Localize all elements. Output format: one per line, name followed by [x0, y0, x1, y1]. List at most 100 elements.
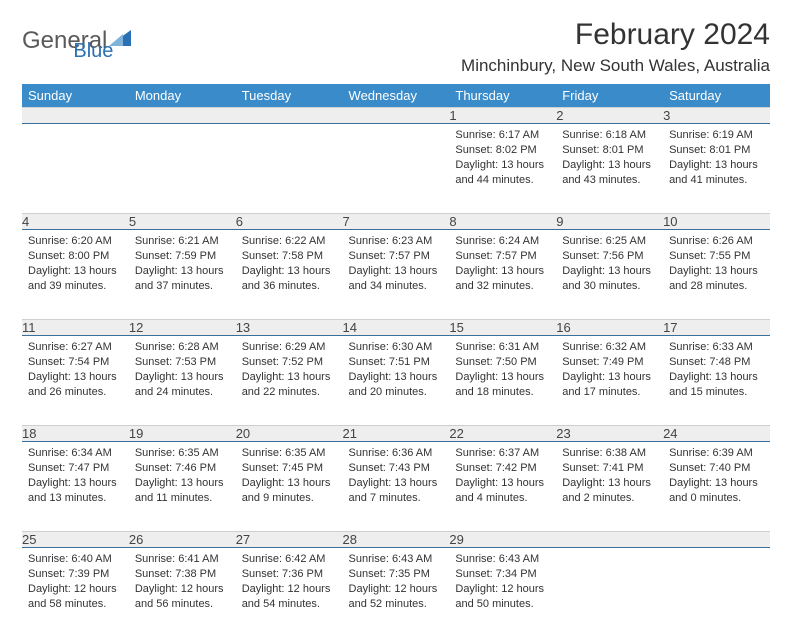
- day-content: Sunrise: 6:35 AMSunset: 7:46 PMDaylight:…: [129, 442, 236, 513]
- sunset: Sunset: 7:50 PM: [455, 355, 550, 370]
- day-number: 5: [129, 214, 236, 230]
- weekday-header: Tuesday: [236, 84, 343, 108]
- day-number: 8: [449, 214, 556, 230]
- day-number: 13: [236, 320, 343, 336]
- sunrise: Sunrise: 6:34 AM: [28, 446, 123, 461]
- day-cell: Sunrise: 6:38 AMSunset: 7:41 PMDaylight:…: [556, 442, 663, 532]
- daylight-line2: and 22 minutes.: [242, 385, 337, 400]
- sunset: Sunset: 8:01 PM: [562, 143, 657, 158]
- day-number: 20: [236, 426, 343, 442]
- day-number: [129, 108, 236, 124]
- sunset: Sunset: 7:49 PM: [562, 355, 657, 370]
- daylight-line1: Daylight: 13 hours: [562, 476, 657, 491]
- daylight-line2: and 52 minutes.: [349, 597, 444, 612]
- sunset: Sunset: 7:51 PM: [349, 355, 444, 370]
- day-number: 19: [129, 426, 236, 442]
- daylight-line1: Daylight: 13 hours: [562, 370, 657, 385]
- daylight-line2: and 34 minutes.: [349, 279, 444, 294]
- day-number: [556, 532, 663, 548]
- day-content: Sunrise: 6:18 AMSunset: 8:01 PMDaylight:…: [556, 124, 663, 195]
- header: General Blue February 2024 Minchinbury, …: [22, 18, 770, 76]
- daylight-line1: Daylight: 12 hours: [349, 582, 444, 597]
- day-number: 24: [663, 426, 770, 442]
- sunrise: Sunrise: 6:18 AM: [562, 128, 657, 143]
- day-content: Sunrise: 6:42 AMSunset: 7:36 PMDaylight:…: [236, 548, 343, 619]
- day-cell: Sunrise: 6:26 AMSunset: 7:55 PMDaylight:…: [663, 230, 770, 320]
- daylight-line2: and 2 minutes.: [562, 491, 657, 506]
- day-number: 11: [22, 320, 129, 336]
- daylight-line2: and 30 minutes.: [562, 279, 657, 294]
- day-content: Sunrise: 6:24 AMSunset: 7:57 PMDaylight:…: [449, 230, 556, 301]
- day-cell: Sunrise: 6:40 AMSunset: 7:39 PMDaylight:…: [22, 548, 129, 638]
- day-row: Sunrise: 6:40 AMSunset: 7:39 PMDaylight:…: [22, 548, 770, 638]
- month-title: February 2024: [461, 18, 770, 52]
- day-cell: Sunrise: 6:33 AMSunset: 7:48 PMDaylight:…: [663, 336, 770, 426]
- sunrise: Sunrise: 6:20 AM: [28, 234, 123, 249]
- sunrise: Sunrise: 6:43 AM: [455, 552, 550, 567]
- sunset: Sunset: 7:46 PM: [135, 461, 230, 476]
- day-cell: [556, 548, 663, 638]
- sunset: Sunset: 7:57 PM: [349, 249, 444, 264]
- daylight-line2: and 32 minutes.: [455, 279, 550, 294]
- day-cell: Sunrise: 6:24 AMSunset: 7:57 PMDaylight:…: [449, 230, 556, 320]
- sunrise: Sunrise: 6:43 AM: [349, 552, 444, 567]
- sunset: Sunset: 8:02 PM: [455, 143, 550, 158]
- day-cell: Sunrise: 6:21 AMSunset: 7:59 PMDaylight:…: [129, 230, 236, 320]
- day-cell: Sunrise: 6:34 AMSunset: 7:47 PMDaylight:…: [22, 442, 129, 532]
- sunrise: Sunrise: 6:35 AM: [135, 446, 230, 461]
- day-cell: Sunrise: 6:30 AMSunset: 7:51 PMDaylight:…: [343, 336, 450, 426]
- daylight-line2: and 39 minutes.: [28, 279, 123, 294]
- weekday-row: SundayMondayTuesdayWednesdayThursdayFrid…: [22, 84, 770, 108]
- daylight-line2: and 37 minutes.: [135, 279, 230, 294]
- daylight-line1: Daylight: 12 hours: [28, 582, 123, 597]
- day-content: Sunrise: 6:39 AMSunset: 7:40 PMDaylight:…: [663, 442, 770, 513]
- day-cell: Sunrise: 6:43 AMSunset: 7:35 PMDaylight:…: [343, 548, 450, 638]
- daylight-line1: Daylight: 12 hours: [242, 582, 337, 597]
- daylight-line2: and 15 minutes.: [669, 385, 764, 400]
- day-cell: Sunrise: 6:43 AMSunset: 7:34 PMDaylight:…: [449, 548, 556, 638]
- calendar-body: 123Sunrise: 6:17 AMSunset: 8:02 PMDaylig…: [22, 108, 770, 638]
- logo-text-blue: Blue: [73, 40, 113, 63]
- day-content: Sunrise: 6:21 AMSunset: 7:59 PMDaylight:…: [129, 230, 236, 301]
- day-content: Sunrise: 6:28 AMSunset: 7:53 PMDaylight:…: [129, 336, 236, 407]
- calendar-head: SundayMondayTuesdayWednesdayThursdayFrid…: [22, 84, 770, 108]
- daylight-line2: and 28 minutes.: [669, 279, 764, 294]
- daylight-line1: Daylight: 13 hours: [135, 476, 230, 491]
- day-cell: Sunrise: 6:36 AMSunset: 7:43 PMDaylight:…: [343, 442, 450, 532]
- day-cell: Sunrise: 6:31 AMSunset: 7:50 PMDaylight:…: [449, 336, 556, 426]
- sunset: Sunset: 7:34 PM: [455, 567, 550, 582]
- daylight-line1: Daylight: 12 hours: [135, 582, 230, 597]
- daylight-line1: Daylight: 13 hours: [349, 264, 444, 279]
- day-cell: Sunrise: 6:19 AMSunset: 8:01 PMDaylight:…: [663, 124, 770, 214]
- daylight-line2: and 11 minutes.: [135, 491, 230, 506]
- daylight-line2: and 20 minutes.: [349, 385, 444, 400]
- day-content: Sunrise: 6:26 AMSunset: 7:55 PMDaylight:…: [663, 230, 770, 301]
- daylight-line2: and 0 minutes.: [669, 491, 764, 506]
- daylight-line2: and 26 minutes.: [28, 385, 123, 400]
- daylight-line1: Daylight: 12 hours: [455, 582, 550, 597]
- sunset: Sunset: 7:40 PM: [669, 461, 764, 476]
- daylight-line2: and 54 minutes.: [242, 597, 337, 612]
- daylight-line1: Daylight: 13 hours: [562, 264, 657, 279]
- day-number: [236, 108, 343, 124]
- day-row: Sunrise: 6:17 AMSunset: 8:02 PMDaylight:…: [22, 124, 770, 214]
- day-cell: Sunrise: 6:27 AMSunset: 7:54 PMDaylight:…: [22, 336, 129, 426]
- day-cell: Sunrise: 6:23 AMSunset: 7:57 PMDaylight:…: [343, 230, 450, 320]
- sunset: Sunset: 7:53 PM: [135, 355, 230, 370]
- sunset: Sunset: 7:54 PM: [28, 355, 123, 370]
- sunrise: Sunrise: 6:30 AM: [349, 340, 444, 355]
- location: Minchinbury, New South Wales, Australia: [461, 56, 770, 76]
- day-row: Sunrise: 6:20 AMSunset: 8:00 PMDaylight:…: [22, 230, 770, 320]
- day-row: Sunrise: 6:27 AMSunset: 7:54 PMDaylight:…: [22, 336, 770, 426]
- day-cell: [236, 124, 343, 214]
- day-number: 25: [22, 532, 129, 548]
- weekday-header: Saturday: [663, 84, 770, 108]
- logo: General Blue: [22, 18, 113, 63]
- sunrise: Sunrise: 6:37 AM: [455, 446, 550, 461]
- sunrise: Sunrise: 6:35 AM: [242, 446, 337, 461]
- day-cell: Sunrise: 6:17 AMSunset: 8:02 PMDaylight:…: [449, 124, 556, 214]
- day-number: 2: [556, 108, 663, 124]
- day-content: Sunrise: 6:29 AMSunset: 7:52 PMDaylight:…: [236, 336, 343, 407]
- day-number: 15: [449, 320, 556, 336]
- day-number: 1: [449, 108, 556, 124]
